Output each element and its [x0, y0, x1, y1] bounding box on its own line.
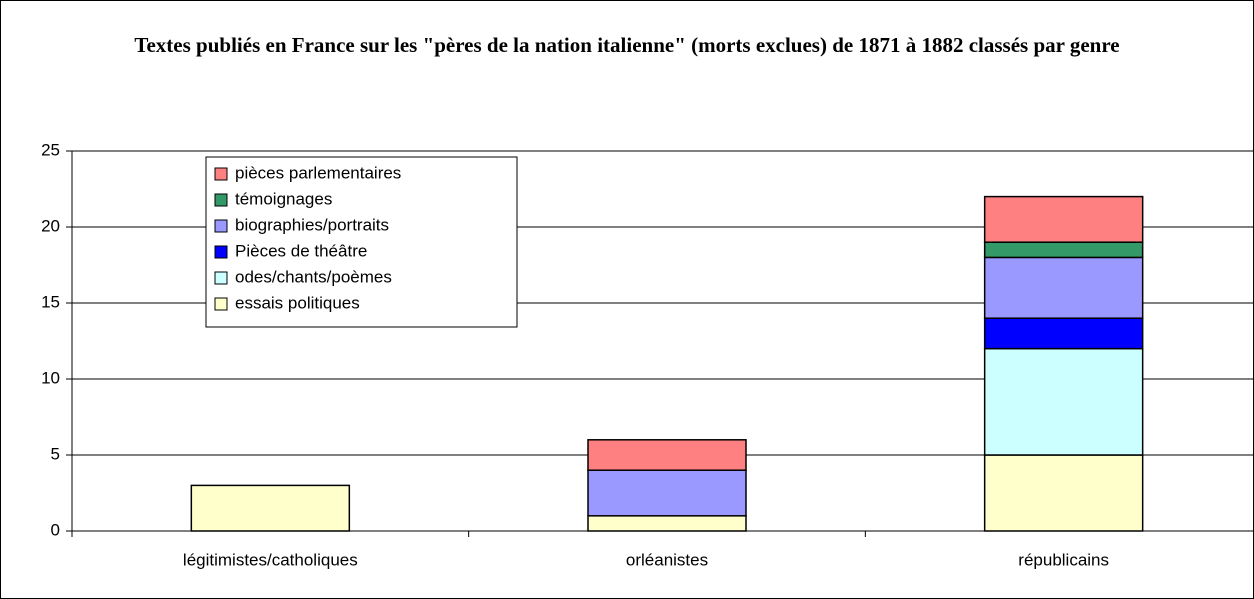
legend-swatch — [214, 193, 228, 207]
y-tick-label: 5 — [51, 444, 60, 463]
bar-segment — [587, 439, 747, 471]
legend-label: témoignages — [235, 189, 332, 208]
legend-label: biographies/portraits — [235, 215, 389, 234]
bar-segment — [983, 454, 1144, 532]
bar-segment — [587, 515, 747, 532]
legend-swatch — [214, 271, 228, 285]
y-tick-label: 20 — [41, 216, 60, 235]
legend-swatch — [214, 245, 228, 259]
legend-box — [205, 156, 518, 328]
bar-segment — [983, 241, 1144, 259]
chart-title: Textes publiés en France sur les "pères … — [134, 33, 1120, 57]
bar-segment — [983, 256, 1144, 319]
legend-label: odes/chants/poèmes — [235, 267, 392, 286]
x-tick-label: républicains — [1018, 550, 1109, 569]
x-tick-label: légitimistes/catholiques — [183, 550, 358, 569]
bar-segment — [190, 484, 351, 532]
y-tick-label: 15 — [41, 292, 60, 311]
legend-label: Pièces de théâtre — [235, 241, 367, 260]
bar-segment — [587, 469, 747, 517]
bar-segment — [983, 347, 1144, 456]
legend-label: essais politiques — [235, 293, 360, 312]
x-tick-label: orléanistes — [626, 550, 708, 569]
legend-label: pièces parlementaires — [235, 163, 401, 182]
bar-segment — [983, 317, 1144, 350]
y-tick-label: 10 — [41, 368, 60, 387]
y-tick-label: 0 — [51, 520, 60, 539]
legend-swatch — [214, 219, 228, 233]
legend-swatch — [214, 297, 228, 311]
y-tick-label: 25 — [41, 140, 60, 159]
legend-swatch — [214, 167, 228, 181]
bar-segment — [983, 195, 1144, 243]
